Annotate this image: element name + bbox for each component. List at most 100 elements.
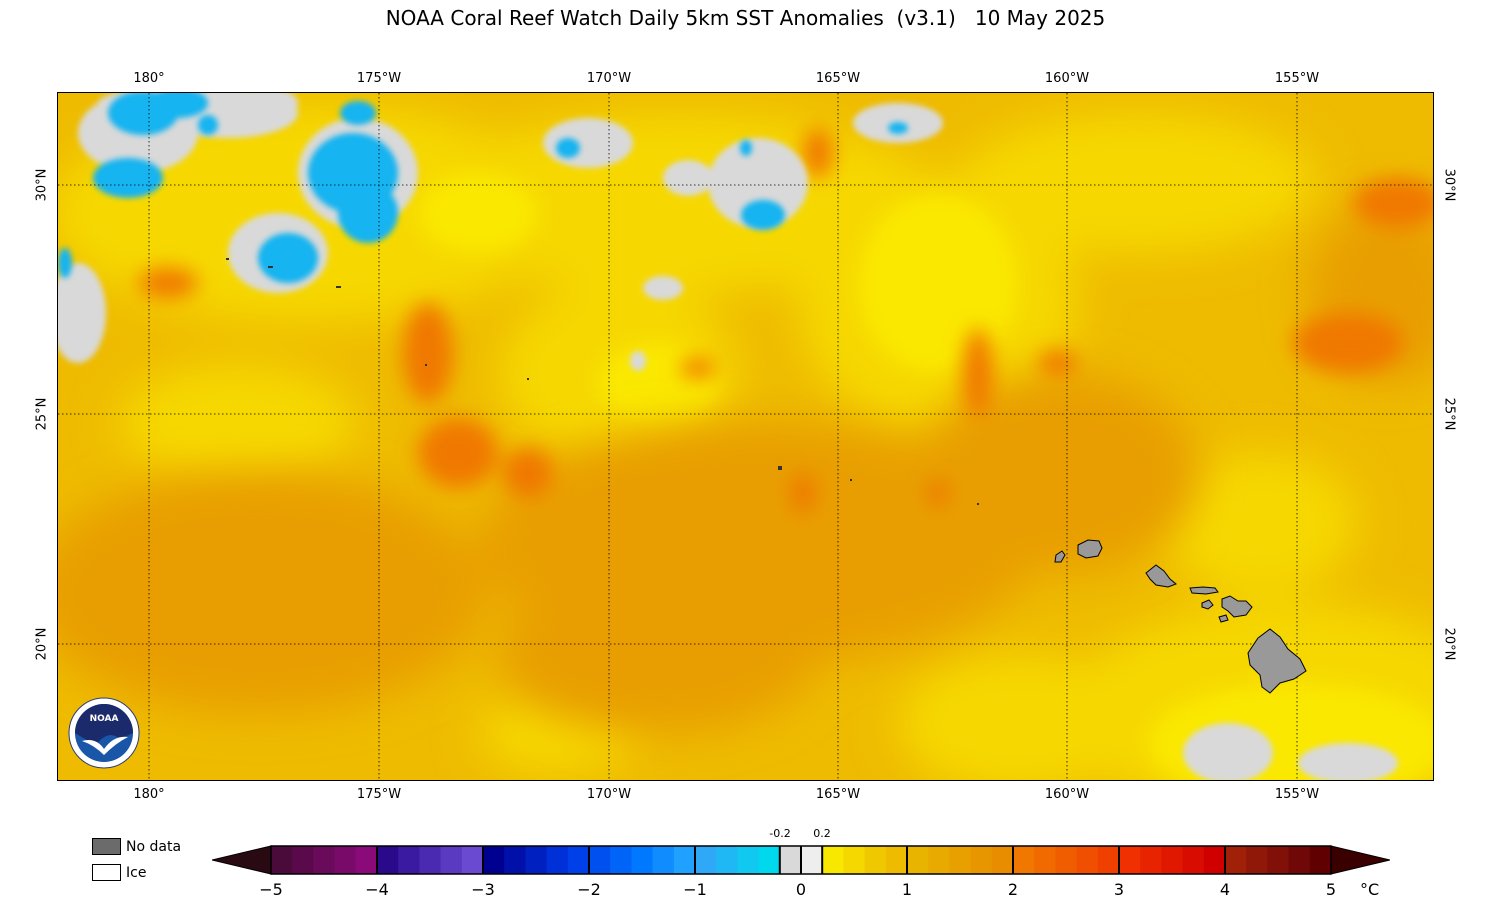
lon-label: 165°W xyxy=(815,71,861,86)
colorbar-segment xyxy=(355,846,378,874)
colorbar-segment xyxy=(737,846,760,874)
map-title: NOAA Coral Reef Watch Daily 5km SST Anom… xyxy=(385,6,1106,30)
colorbar-tick: 4 xyxy=(1219,880,1231,899)
island-lanai xyxy=(1201,599,1214,610)
noaa-logo-text: NOAA xyxy=(89,714,119,724)
colorbar-segment xyxy=(610,846,632,874)
colorbar-segment xyxy=(1288,846,1311,874)
no-data-label: No data xyxy=(126,839,182,855)
island-hawaii xyxy=(1247,628,1307,694)
colorbar-segment xyxy=(991,846,1014,874)
colorbar-segment xyxy=(843,846,866,874)
colorbar-dividers xyxy=(376,846,1226,874)
lat-label: 30°N xyxy=(34,168,50,202)
colorbar-segment xyxy=(1013,846,1035,874)
colorbar-small-tick: -0.2 xyxy=(769,827,791,840)
colorbar-segment xyxy=(970,846,993,874)
colorbar-segment xyxy=(377,846,399,874)
lat-label: 20°N xyxy=(34,627,50,661)
colorbar-tick: 1 xyxy=(901,880,913,899)
colorbar-segment xyxy=(1097,846,1120,874)
colorbar-segment xyxy=(525,846,548,874)
colorbar-low-extension xyxy=(212,845,272,875)
colorbar-segment xyxy=(652,846,675,874)
colorbar-segment xyxy=(1182,846,1205,874)
colorbar-segment xyxy=(758,846,781,874)
lat-label: 25°N xyxy=(34,397,50,431)
map-canvas xyxy=(58,93,1433,780)
sst-anomaly-map[interactable] xyxy=(57,92,1434,781)
island-niihau xyxy=(1054,550,1066,563)
colorbar-tick: 2 xyxy=(1007,880,1019,899)
ice-label: Ice xyxy=(126,865,147,881)
colorbar-tick: −1 xyxy=(683,880,707,899)
graticule xyxy=(58,93,1433,780)
colorbar-segment xyxy=(1055,846,1078,874)
colorbar-segment xyxy=(589,846,611,874)
lon-label: 170°W xyxy=(586,71,632,86)
colorbar-segment xyxy=(907,846,929,874)
colorbar-segment xyxy=(864,846,887,874)
colorbar-segment xyxy=(334,846,357,874)
colorbar-segment xyxy=(1246,846,1268,874)
lat-label: 25°N xyxy=(1441,397,1457,431)
no-data-swatch xyxy=(92,838,121,855)
colorbar-segment xyxy=(313,846,336,874)
colorbar-tick: 3 xyxy=(1113,880,1125,899)
colorbar-tick: −4 xyxy=(365,880,389,899)
colorbar-segment xyxy=(928,846,950,874)
colorbar-segment xyxy=(1309,846,1332,874)
colorbar-segment xyxy=(779,846,802,874)
lon-label: 180° xyxy=(133,787,165,802)
colorbar-segment xyxy=(546,846,569,874)
lon-label: 165°W xyxy=(815,787,861,802)
colorbar-segment xyxy=(1225,846,1247,874)
colorbar-unit: °C xyxy=(1360,880,1380,899)
lat-label: 30°N xyxy=(1441,168,1457,202)
colorbar-segment xyxy=(419,846,442,874)
colorbar-segment xyxy=(1076,846,1099,874)
island-molokai xyxy=(1189,586,1219,595)
colorbar-segment xyxy=(1140,846,1162,874)
colorbar-tick: 5 xyxy=(1325,880,1337,899)
noaa-logo: NOAA xyxy=(68,697,140,769)
colorbar-small-tick: 0.2 xyxy=(813,827,831,840)
lon-label: 170°W xyxy=(586,787,632,802)
colorbar-segment xyxy=(271,846,293,874)
lon-label: 160°W xyxy=(1044,71,1090,86)
colorbar-segment xyxy=(504,846,526,874)
colorbar-segment xyxy=(567,846,590,874)
colorbar-segment xyxy=(949,846,972,874)
lon-label: 175°W xyxy=(356,71,402,86)
colorbar-segment xyxy=(673,846,696,874)
colorbar xyxy=(212,845,1390,875)
island-kahoolawe xyxy=(1218,614,1229,623)
colorbar-segment xyxy=(801,846,823,874)
colorbar-segment xyxy=(1034,846,1056,874)
lon-label: 160°W xyxy=(1044,787,1090,802)
colorbar-segment xyxy=(1119,846,1141,874)
island-kauai xyxy=(1077,539,1103,559)
lon-label: 155°W xyxy=(1274,71,1320,86)
colorbar-high-extension xyxy=(1330,845,1390,875)
hawaiian-islands xyxy=(1054,539,1307,694)
colorbar-tick: −2 xyxy=(577,880,601,899)
colorbar-segment xyxy=(461,846,484,874)
nw-hawaiian-islets xyxy=(226,258,979,505)
colorbar-segment xyxy=(440,846,463,874)
colorbar-segment xyxy=(885,846,908,874)
ice-swatch xyxy=(92,864,121,881)
colorbar-segments xyxy=(271,846,1332,874)
colorbar-segment xyxy=(1267,846,1290,874)
colorbar-segment xyxy=(398,846,420,874)
colorbar-tick: −3 xyxy=(471,880,495,899)
colorbar-tick: −5 xyxy=(259,880,283,899)
high-anomaly-areas xyxy=(138,128,1433,513)
colorbar-segment xyxy=(292,846,314,874)
lon-label: 175°W xyxy=(356,787,402,802)
island-maui xyxy=(1221,595,1253,618)
colorbar-segment xyxy=(716,846,738,874)
noaa-logo-graphic xyxy=(68,697,140,769)
colorbar-segment xyxy=(1203,846,1226,874)
colorbar-tick: 0 xyxy=(795,880,807,899)
